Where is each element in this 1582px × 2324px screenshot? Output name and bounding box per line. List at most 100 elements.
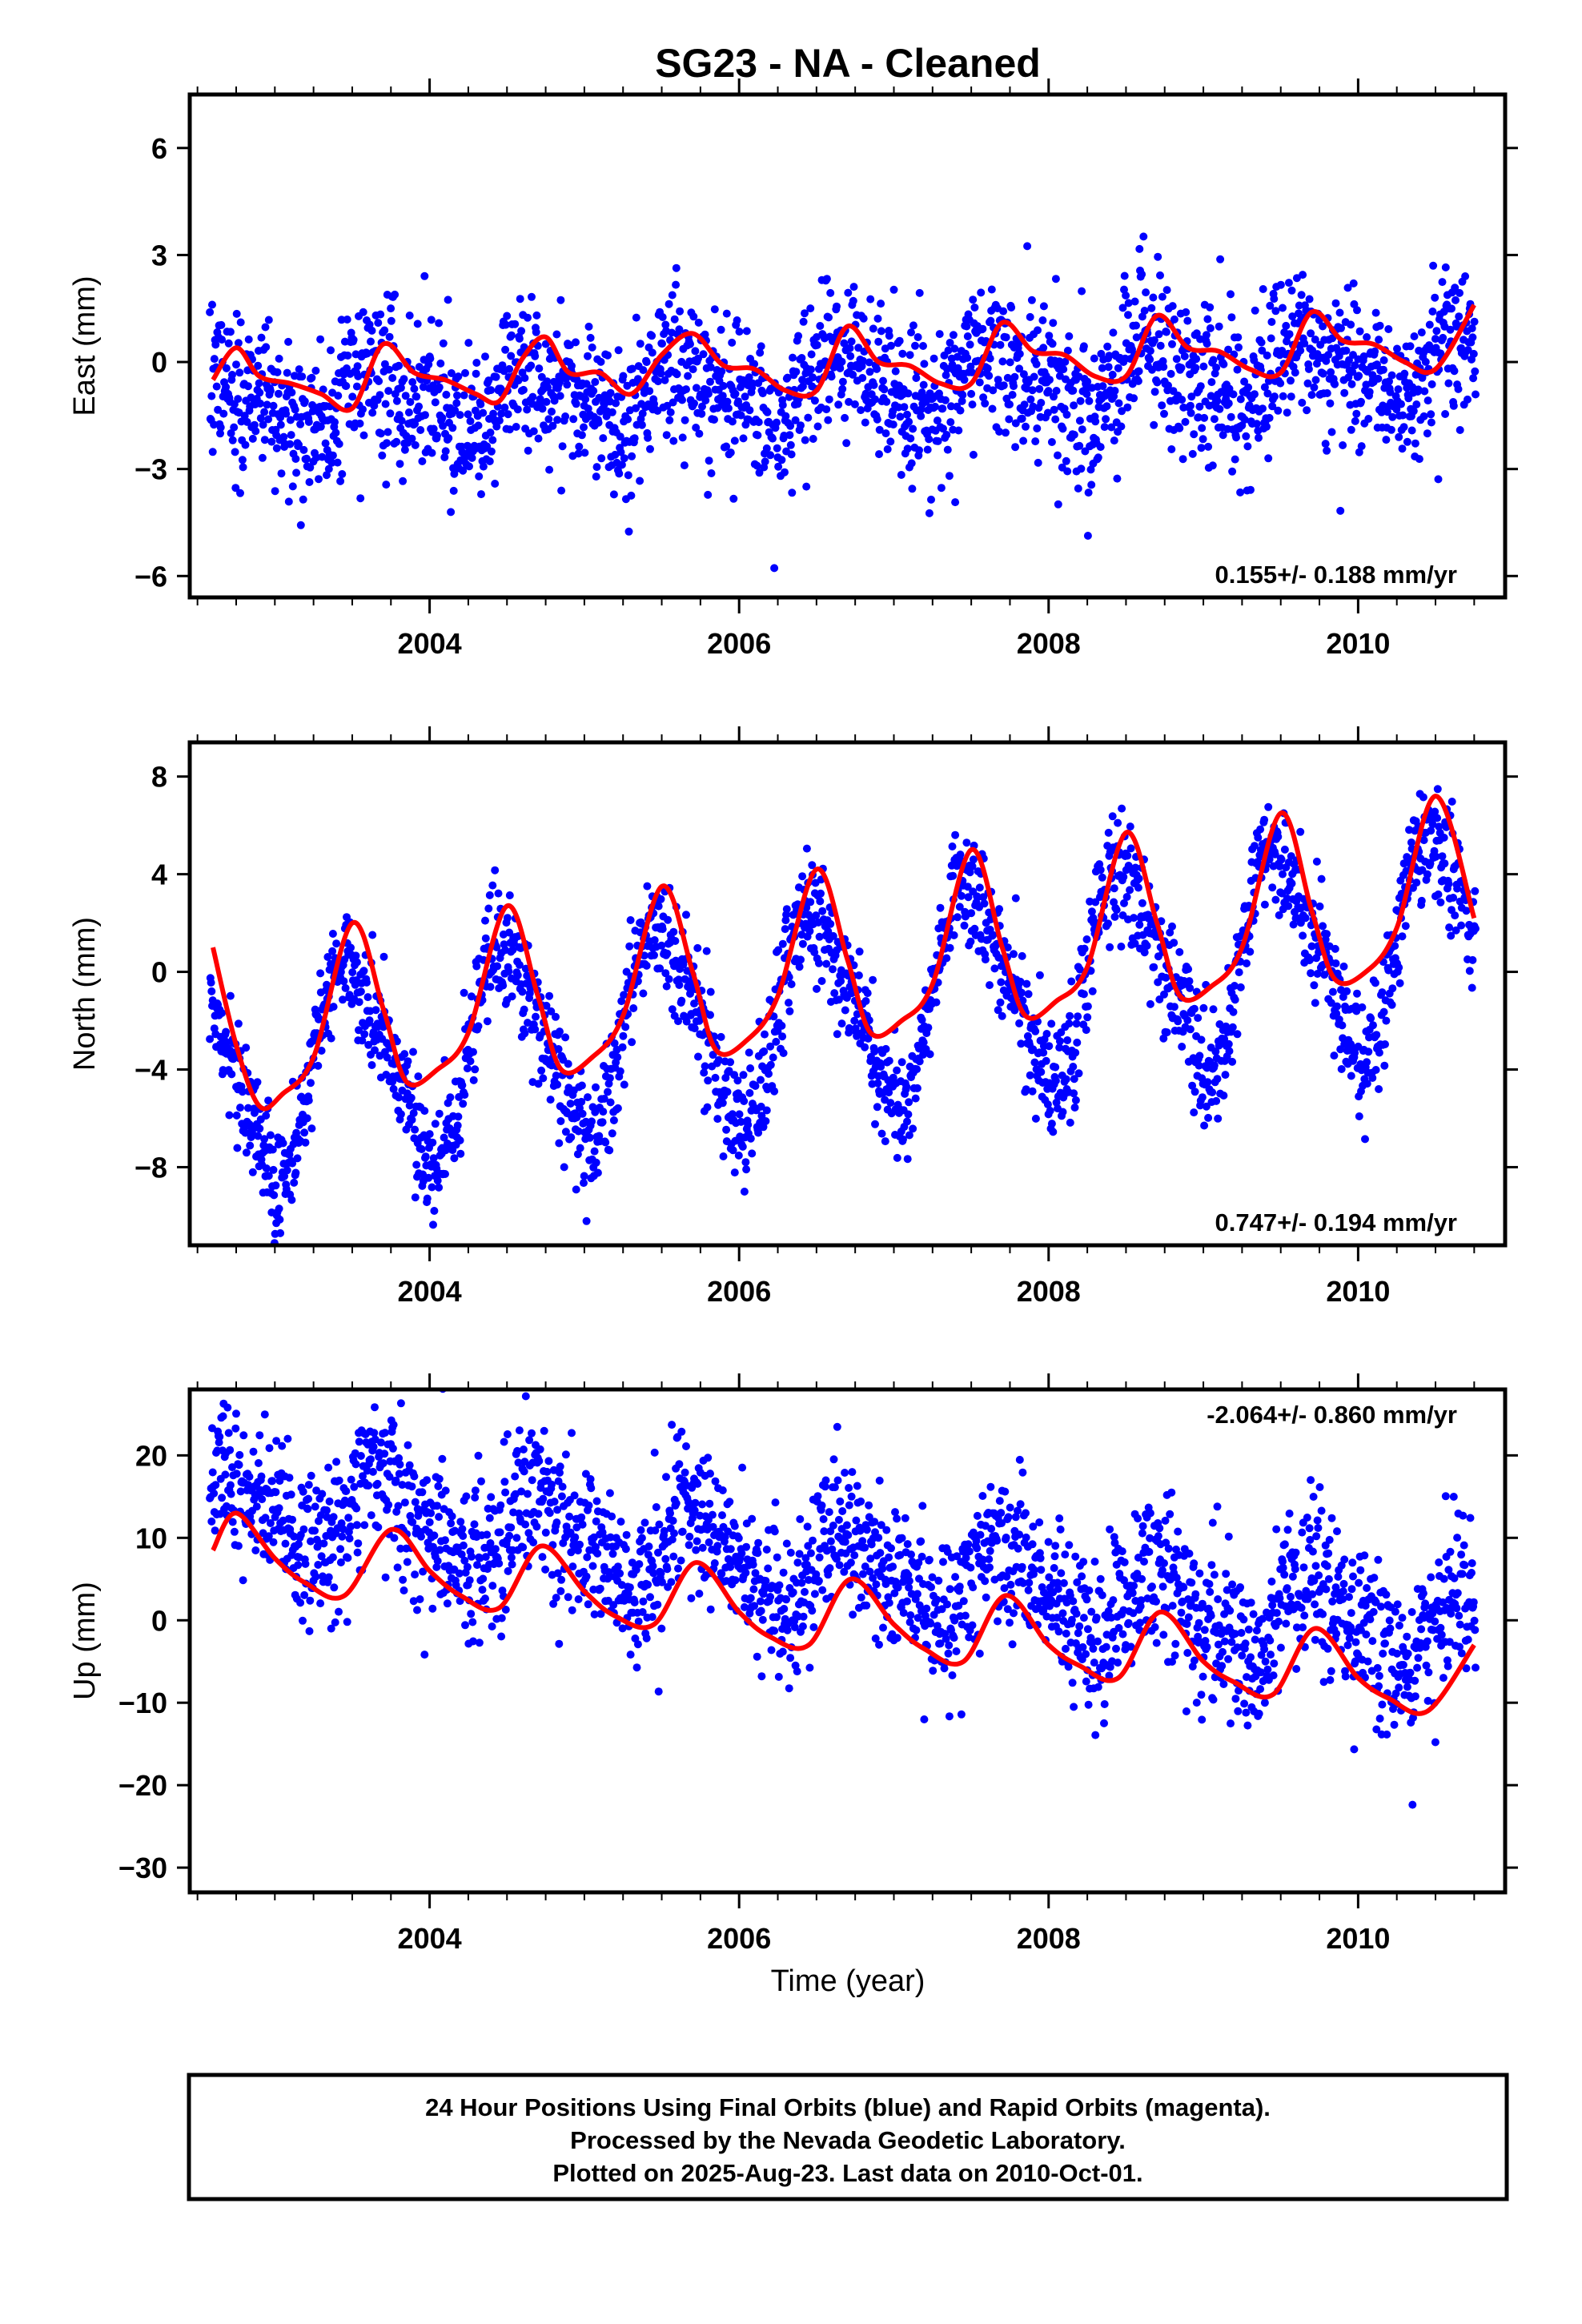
north-point-165 [300, 1128, 309, 1137]
north-point-1030 [795, 963, 804, 971]
north-point-358 [411, 1125, 420, 1134]
east-point-1944 [1319, 322, 1327, 331]
north-point-796 [661, 969, 670, 978]
north-point-1247 [919, 1038, 928, 1047]
up-point-294 [374, 1523, 383, 1532]
east-point-731 [624, 471, 632, 480]
east-point-1101 [836, 364, 845, 372]
north-point-1672 [1162, 1028, 1171, 1037]
north-point-1584 [1112, 906, 1121, 915]
north-point-522 [504, 967, 513, 975]
north-point-232 [339, 995, 347, 1004]
east-point-2106 [1411, 439, 1419, 448]
east-point-571 [532, 311, 541, 320]
east-point-1764 [1215, 404, 1224, 413]
north-point-1181 [881, 1044, 890, 1053]
east-point-588 [542, 397, 551, 406]
east-point-2111 [1414, 385, 1423, 394]
east-point-1736 [1199, 362, 1208, 371]
east-point-597 [548, 408, 556, 416]
up-point-423 [448, 1512, 456, 1521]
north-point-1532 [1082, 935, 1091, 943]
east-point-673 [591, 378, 600, 386]
north-point-1471 [1047, 1120, 1056, 1128]
north-point-112 [270, 1191, 279, 1200]
east-point-1095 [833, 302, 841, 311]
north-point-84 [254, 1132, 263, 1140]
east-point-453 [465, 462, 473, 471]
east-point-135 [283, 368, 291, 377]
north-point-839 [686, 989, 694, 998]
north-point-913 [728, 1110, 737, 1119]
north-point-1616 [1130, 939, 1139, 948]
east-point-28 [222, 383, 231, 392]
north-point-288 [371, 1046, 379, 1055]
north-point-214 [328, 947, 337, 955]
east-point-515 [500, 403, 509, 412]
north-point-1485 [1055, 1037, 1064, 1046]
up-point-507 [496, 1528, 504, 1537]
north-point-457 [467, 992, 476, 1001]
east-point-1619 [1132, 333, 1141, 342]
east-point-150 [291, 455, 300, 463]
east-point-2073 [1392, 405, 1401, 414]
north-point-852 [693, 943, 702, 952]
east-point-1272 [934, 436, 942, 445]
up-point-320 [388, 1444, 397, 1453]
up-point-441 [458, 1525, 467, 1534]
north-point-1077 [822, 959, 831, 968]
up-point-52 [235, 1450, 244, 1459]
east-point-1057 [810, 396, 819, 405]
east-point-876 [707, 469, 716, 477]
north-point-979 [766, 1042, 775, 1051]
north-point-2022 [1363, 1080, 1371, 1088]
north-point-1614 [1130, 914, 1138, 923]
east-point-2035 [1371, 347, 1379, 356]
north-point-832 [682, 911, 690, 919]
east-point-299 [376, 429, 385, 438]
east-point-455 [466, 416, 475, 425]
north-point-549 [520, 1005, 528, 1014]
north-point-334 [396, 1110, 405, 1119]
east-point-2001 [1351, 416, 1359, 425]
north-point-1298 [949, 871, 958, 880]
north-point-2037 [1371, 1066, 1380, 1074]
north-point-48 [233, 1144, 242, 1152]
north-point-389 [428, 1138, 437, 1147]
up-point-288 [371, 1403, 379, 1412]
east-point-58 [239, 463, 247, 472]
up-point-261 [355, 1437, 363, 1446]
east-point-163 [299, 495, 307, 504]
east-point-1849 [1264, 454, 1273, 463]
east-y-axis-label: East (mm) [68, 275, 102, 416]
north-point-1496 [1062, 1075, 1070, 1084]
north-point-304 [379, 952, 388, 961]
north-point-1069 [817, 977, 826, 985]
east-point-966 [758, 389, 767, 398]
east-point-802 [665, 300, 673, 308]
north-point-1110 [841, 1006, 849, 1015]
east-point-1465 [1044, 387, 1053, 396]
east-point-446 [461, 368, 469, 377]
north-point-1698 [1178, 1043, 1186, 1051]
east-point-1651 [1150, 388, 1159, 396]
east-point-832 [682, 385, 690, 394]
north-point-359 [411, 1193, 420, 1202]
east-point-262 [355, 419, 364, 428]
north-point-1002 [779, 1049, 788, 1057]
east-point-1658 [1154, 330, 1163, 339]
east-point-281 [367, 337, 375, 346]
east-point-1219 [903, 444, 912, 453]
up-point-336 [398, 1481, 407, 1490]
east-point-835 [684, 372, 693, 380]
east-point-1299 [949, 331, 958, 340]
east-point-1407 [1011, 443, 1020, 452]
east-point-2064 [1387, 425, 1395, 434]
east-point-211 [327, 346, 335, 355]
east-point-267 [359, 405, 367, 414]
east-point-1855 [1267, 318, 1276, 326]
east-point-1452 [1037, 399, 1046, 407]
north-point-1514 [1072, 1019, 1081, 1028]
east-point-133 [282, 409, 291, 418]
east-point-263 [356, 494, 365, 503]
